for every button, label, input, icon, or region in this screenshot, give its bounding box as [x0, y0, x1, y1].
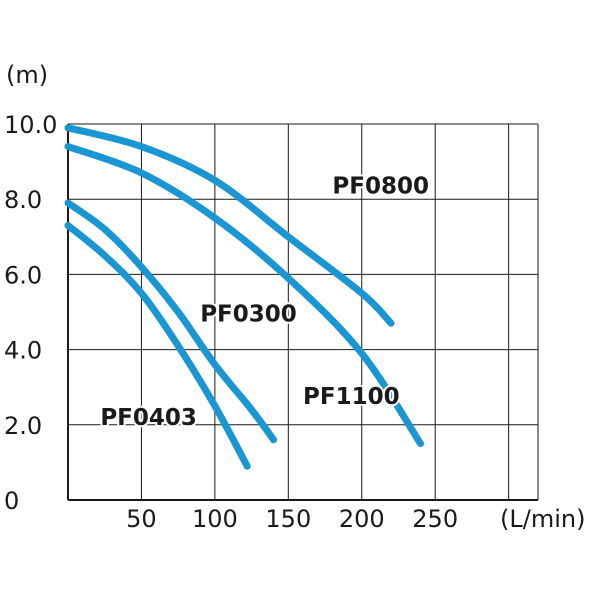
curve-pf1100 — [64, 143, 424, 448]
curves — [64, 124, 424, 470]
x-unit-label: (L/min) — [500, 505, 585, 533]
series-label-pf0300: PF0300 — [200, 301, 297, 327]
y-tick-label: 4.0 — [4, 337, 42, 365]
x-tick-label: 200 — [339, 505, 385, 533]
grid — [68, 123, 538, 500]
series-label-pf0800: PF0800 — [332, 174, 429, 200]
curve-pf0800 — [64, 124, 395, 327]
y-tick-label: 6.0 — [4, 261, 42, 289]
y-tick-label: 8.0 — [4, 186, 42, 214]
y-unit-label: (m) — [6, 61, 48, 89]
x-tick-label: 100 — [192, 505, 238, 533]
y-tick-label: 0 — [4, 487, 19, 515]
x-tick-label: 50 — [126, 505, 157, 533]
series-labels: PF0800 PF0300 PF1100 PF0403 — [98, 172, 431, 433]
series-label-pf0403: PF0403 — [100, 405, 197, 431]
series-label-pf1100: PF1100 — [303, 384, 400, 410]
y-tick-label: 2.0 — [4, 412, 42, 440]
curve-pf0403 — [64, 222, 251, 470]
y-tick-label: 10.0 — [4, 111, 57, 139]
tick-labels: 50 100 150 200 250 0 2.0 4.0 6.0 8.0 10.0 — [4, 111, 458, 533]
axes — [67, 124, 539, 501]
curve-pf0300 — [64, 199, 278, 444]
x-tick-label: 150 — [265, 505, 311, 533]
x-tick-label: 250 — [412, 505, 458, 533]
